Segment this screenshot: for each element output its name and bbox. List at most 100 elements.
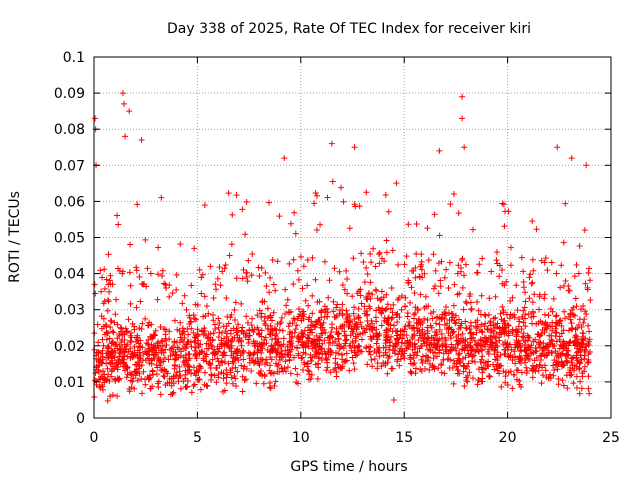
data-point xyxy=(485,325,492,332)
data-point xyxy=(286,356,293,363)
data-point xyxy=(416,273,423,280)
data-point xyxy=(255,264,262,271)
data-point xyxy=(339,322,346,329)
data-point xyxy=(126,388,133,395)
data-point xyxy=(107,324,114,331)
data-point xyxy=(298,329,305,336)
data-point xyxy=(123,329,130,336)
data-point xyxy=(576,316,583,323)
data-point xyxy=(254,312,261,319)
data-point xyxy=(346,225,353,232)
data-point xyxy=(443,303,450,310)
data-point xyxy=(291,209,298,216)
data-point xyxy=(287,370,294,377)
data-point xyxy=(291,354,298,361)
data-point xyxy=(245,257,252,264)
data-point xyxy=(513,326,520,333)
data-point xyxy=(333,369,340,376)
data-point xyxy=(438,258,445,265)
data-point xyxy=(99,367,106,374)
data-point xyxy=(343,336,350,343)
data-point xyxy=(541,329,548,336)
data-point xyxy=(450,302,457,309)
data-point xyxy=(221,349,228,356)
data-point xyxy=(389,247,396,254)
data-point xyxy=(198,290,205,297)
data-point xyxy=(222,261,229,268)
data-point xyxy=(374,360,381,367)
data-point xyxy=(350,360,357,367)
data-point xyxy=(507,311,514,318)
data-point xyxy=(215,374,222,381)
x-axis-label: GPS time / hours xyxy=(290,459,407,475)
data-point xyxy=(557,284,564,291)
data-point xyxy=(281,155,288,162)
data-point xyxy=(327,347,334,354)
data-point xyxy=(400,332,407,339)
data-point xyxy=(184,377,191,384)
data-point xyxy=(527,271,534,278)
data-point xyxy=(233,383,239,390)
data-point xyxy=(299,330,306,337)
data-point xyxy=(563,347,570,354)
data-point xyxy=(192,344,199,351)
data-point xyxy=(543,321,550,328)
data-point xyxy=(185,331,192,338)
data-point xyxy=(496,325,503,332)
data-point xyxy=(104,397,111,404)
data-point xyxy=(253,380,260,387)
data-point xyxy=(576,366,583,373)
data-point xyxy=(127,337,134,344)
data-point xyxy=(513,367,520,374)
data-point xyxy=(363,345,370,352)
data-point xyxy=(526,295,533,302)
data-point xyxy=(214,355,221,362)
data-point xyxy=(108,318,115,325)
data-point xyxy=(413,250,420,257)
data-point xyxy=(542,311,549,318)
data-point xyxy=(205,341,212,348)
data-point xyxy=(437,277,444,284)
data-point xyxy=(468,335,475,342)
data-point xyxy=(509,385,516,392)
data-point xyxy=(429,362,436,369)
data-point xyxy=(198,274,205,281)
data-point xyxy=(327,339,334,346)
data-point xyxy=(579,373,586,380)
data-point xyxy=(239,324,246,331)
data-point xyxy=(170,380,177,387)
data-point xyxy=(142,348,149,355)
data-point xyxy=(374,365,381,372)
data-point xyxy=(153,362,160,369)
data-point xyxy=(337,344,344,351)
data-point xyxy=(149,383,156,390)
data-point xyxy=(267,385,274,392)
data-point xyxy=(201,325,208,332)
data-point xyxy=(367,333,374,340)
data-point xyxy=(215,333,222,340)
data-point xyxy=(111,365,118,372)
data-point xyxy=(281,310,288,317)
y-tick-label: 0.1 xyxy=(63,50,85,66)
data-point xyxy=(239,350,246,357)
data-point xyxy=(360,258,367,265)
data-point xyxy=(465,350,472,357)
data-point xyxy=(490,315,497,322)
data-point xyxy=(100,300,107,307)
data-point xyxy=(161,280,168,287)
data-point xyxy=(500,368,507,375)
data-point xyxy=(239,206,246,213)
data-point xyxy=(430,363,437,370)
data-point xyxy=(520,284,527,291)
data-point xyxy=(258,356,265,363)
data-point xyxy=(134,359,141,366)
data-point xyxy=(443,266,450,273)
data-point xyxy=(175,354,182,361)
data-point xyxy=(436,326,443,333)
data-point xyxy=(151,351,158,358)
data-point xyxy=(418,251,425,258)
data-point xyxy=(351,316,358,323)
data-point xyxy=(195,377,202,384)
data-point xyxy=(363,264,370,271)
data-point xyxy=(468,306,475,313)
